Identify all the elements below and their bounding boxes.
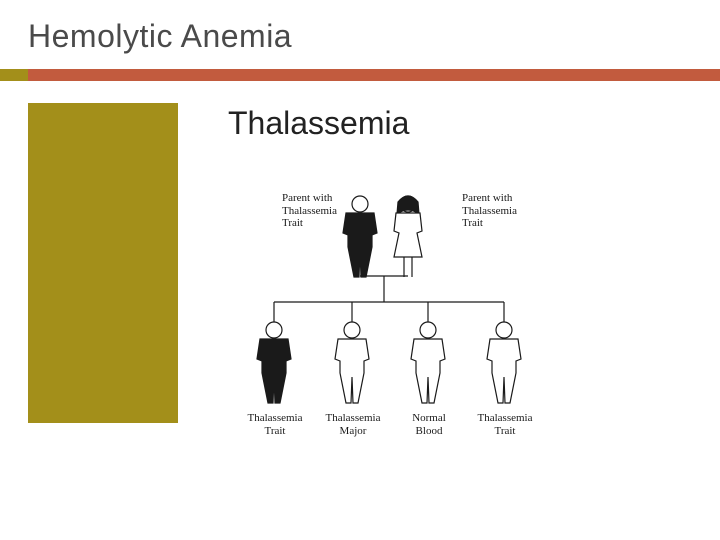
child-label: ThalassemiaTrait — [470, 412, 540, 437]
page-title: Hemolytic Anemia — [28, 18, 720, 55]
accent-bar — [28, 69, 720, 81]
child-label: ThalassemiaTrait — [240, 412, 310, 437]
parent-label: Parent withThalassemiaTrait — [282, 192, 337, 230]
accent-row — [0, 69, 720, 81]
parent-label: Parent withThalassemiaTrait — [462, 192, 517, 230]
accent-square — [0, 69, 28, 81]
pedigree-diagram: Parent withThalassemiaTrait Parent withTh… — [230, 190, 560, 450]
child-label: ThalassemiaMajor — [318, 412, 388, 437]
title-area: Hemolytic Anemia — [0, 0, 720, 55]
side-accent-block — [28, 103, 178, 423]
child-label: NormalBlood — [394, 412, 464, 437]
